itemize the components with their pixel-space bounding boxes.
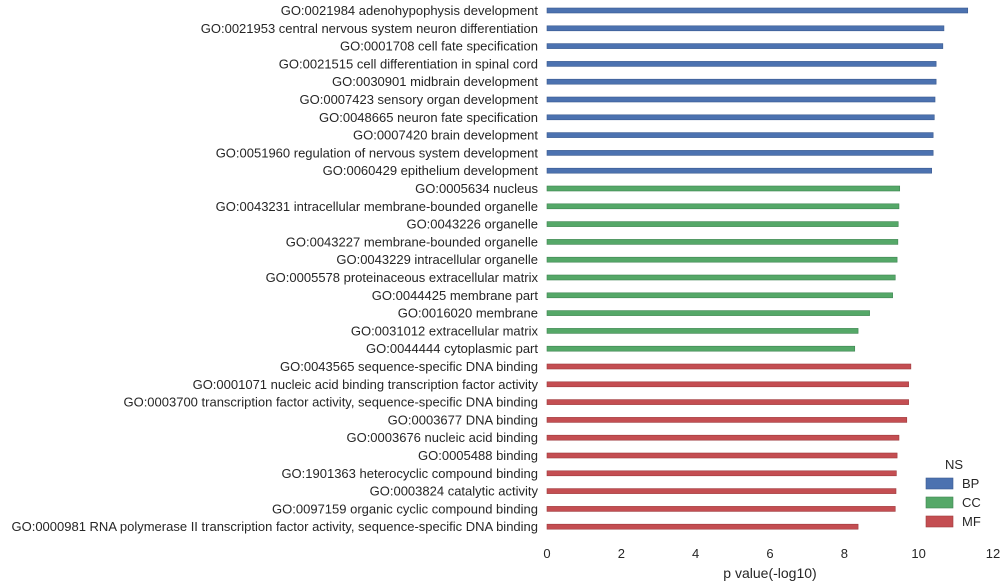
category-label-14: GO:0043229 intracellular organelle [336,252,538,267]
legend-swatch-cc [925,496,954,509]
category-label-22: GO:0003700 transcription factor activity… [123,395,538,410]
category-label-12: GO:0043226 organelle [406,217,538,232]
category-label-25: GO:0005488 binding [418,448,538,463]
bar-28 [546,506,896,512]
bar-8 [546,150,934,156]
bar-21 [546,381,909,388]
bar-19 [546,345,856,352]
legend-label-mf: MF [962,514,981,529]
legend: NS BP CC MF [925,457,981,529]
bar-10 [546,185,901,192]
category-label-1: GO:0021953 central nervous system neuron… [201,21,538,36]
category-label-13: GO:0043227 membrane-bounded organelle [286,234,538,249]
category-label-17: GO:0016020 membrane [398,306,538,321]
bar-0 [546,7,969,14]
bar-20 [546,363,912,370]
x-axis-label: p value(-log10) [723,565,816,581]
category-label-24: GO:0003676 nucleic acid binding [346,430,538,445]
category-label-23: GO:0003677 DNA binding [388,412,538,427]
category-label-29: GO:0000981 RNA polymerase II transcripti… [11,519,538,534]
bar-18 [546,328,859,334]
bar-5 [546,96,936,103]
category-label-5: GO:0007423 sensory organ development [300,92,539,107]
bar-1 [546,25,945,32]
legend-entries: BP CC MF [925,476,981,529]
bar-23 [546,417,908,423]
x-tick-label-1: 2 [618,546,625,561]
bar-27 [546,488,897,494]
bar-11 [546,203,900,210]
legend-label-cc: CC [962,495,981,510]
x-tick-label-0: 0 [543,546,550,561]
bars-layer [546,7,969,530]
x-tick-label-4: 8 [841,546,848,561]
category-label-18: GO:0031012 extracellular matrix [351,323,539,338]
legend-label-bp: BP [962,476,979,491]
bar-14 [546,256,898,263]
bar-13 [546,239,899,245]
bar-4 [546,78,937,85]
bar-15 [546,274,896,281]
category-label-3: GO:0021515 cell differentiation in spina… [279,56,538,71]
x-tick-label-5: 10 [911,546,925,561]
bar-9 [546,167,932,174]
category-label-16: GO:0044425 membrane part [372,288,539,303]
category-label-15: GO:0005578 proteinaceous extracellular m… [266,270,539,285]
category-label-0: GO:0021984 adenohypophysis development [281,3,539,18]
category-label-9: GO:0060429 epithelium development [323,163,539,178]
category-label-27: GO:0003824 catalytic activity [370,484,539,499]
bar-2 [546,43,944,49]
x-axis-ticks: 0 2 4 6 8 10 12 [543,546,1000,561]
bar-17 [546,310,870,316]
x-tick-label-6: 12 [986,546,1000,561]
category-label-2: GO:0001708 cell fate specification [340,39,538,54]
category-label-10: GO:0005634 nucleus [415,181,538,196]
bar-12 [546,221,899,227]
category-label-4: GO:0030901 midbrain development [332,74,538,89]
x-tick-label-3: 6 [766,546,773,561]
bar-25 [546,452,898,459]
bar-26 [546,470,897,477]
bar-29 [546,523,859,530]
category-label-21: GO:0001071 nucleic acid binding transcri… [193,377,539,392]
category-label-26: GO:1901363 heterocyclic compound binding [281,466,538,481]
bar-6 [546,114,935,121]
legend-swatch-bp [925,477,954,490]
x-tick-label-2: 4 [692,546,699,561]
category-label-19: GO:0044444 cytoplasmic part [366,341,538,356]
category-label-8: GO:0051960 regulation of nervous system … [216,145,539,160]
bar-16 [546,292,893,299]
category-label-7: GO:0007420 brain development [353,128,538,143]
category-label-6: GO:0048665 neuron fate specification [319,110,538,125]
bar-22 [546,399,909,405]
bar-24 [546,434,900,441]
bar-7 [546,132,934,138]
category-labels: GO:0021984 adenohypophysis development GO… [11,3,538,534]
legend-swatch-mf [925,515,954,528]
bar-3 [546,61,937,67]
category-label-11: GO:0043231 intracellular membrane-bounde… [216,199,538,214]
category-label-20: GO:0043565 sequence-specific DNA binding [280,359,538,374]
category-label-28: GO:0097159 organic cyclic compound bindi… [272,501,538,516]
legend-title: NS [945,457,963,472]
